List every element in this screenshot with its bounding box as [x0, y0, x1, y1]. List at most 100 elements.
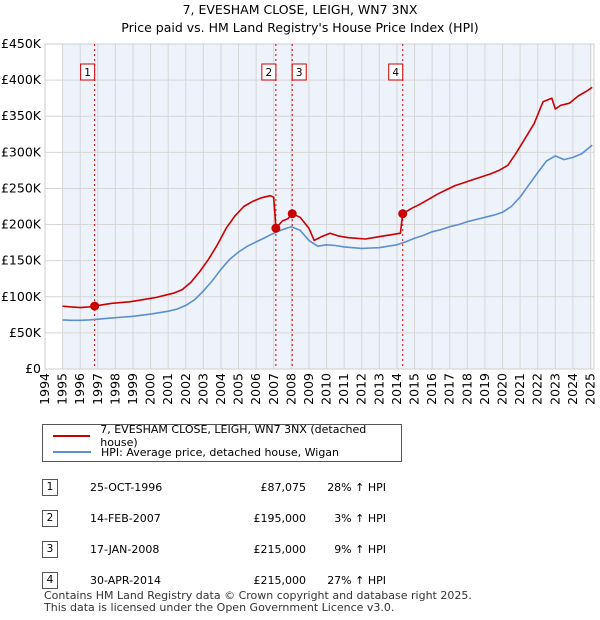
y-tick-label: £250K	[1, 180, 42, 195]
x-tick-label: 2003	[195, 373, 210, 405]
property-price-line	[62, 86, 593, 309]
sale-point	[287, 209, 297, 219]
sale-date: 30-APR-2014	[90, 574, 162, 587]
x-tick-label: 2016	[424, 373, 439, 405]
x-axis: 1994 1995 1996 1997 1998 1999 2000 2001 2002 2003…	[37, 373, 597, 405]
sale-points	[90, 209, 408, 311]
x-tick-label: 1997	[90, 373, 105, 405]
legend-label-hpi: HPI: Average price, detached house, Wiga…	[101, 445, 340, 459]
y-tick-label: £150K	[1, 253, 42, 268]
x-tick-label: 2020	[495, 373, 510, 405]
sale-price: £195,000	[253, 512, 307, 525]
x-tick-label: 2008	[283, 373, 298, 405]
y-tick-label: £400K	[1, 72, 42, 87]
sale-number-badge: 1	[42, 479, 58, 496]
sale-hpi-diff: 9% ↑ HPI	[334, 543, 386, 556]
sale-number-badge: 4	[42, 572, 58, 589]
sale-labels: 1 2 3 4	[80, 63, 404, 81]
sale-label-number: 4	[392, 67, 399, 79]
legend-swatch-property	[53, 435, 91, 437]
sale-label-number: 2	[266, 67, 273, 79]
sale-price: £215,000	[253, 574, 307, 587]
y-tick-label: £0	[25, 361, 41, 376]
sale-point	[398, 209, 408, 219]
x-tick-label: 2012	[354, 373, 369, 405]
price-chart: 7, EVESHAM CLOSE, LEIGH, WN7 3NX Price p…	[1, 2, 597, 405]
x-tick-label: 1998	[107, 373, 122, 405]
series-lines	[62, 86, 593, 322]
y-tick-label: £50K	[9, 325, 42, 340]
sale-hpi-diff: 27% ↑ HPI	[327, 574, 386, 587]
x-tick-label: 2005	[231, 373, 246, 405]
hpi-series-line	[62, 144, 593, 322]
sale-point	[90, 301, 100, 311]
legend-item-property: 7, EVESHAM CLOSE, LEIGH, WN7 3NX (detach…	[53, 423, 401, 449]
x-tick-label: 2021	[512, 373, 527, 405]
legend-swatch-hpi	[53, 451, 91, 453]
y-tick-label: £350K	[1, 108, 42, 123]
x-tick-label: 2001	[160, 373, 175, 405]
table-row: 4 30-APR-2014 £215,000 27% ↑ HPI	[42, 565, 386, 596]
x-tick-label: 1994	[37, 373, 52, 405]
x-tick-label: 2002	[178, 373, 193, 405]
table-row: 1 25-OCT-1996 £87,075 28% ↑ HPI	[42, 472, 386, 503]
data-span-shade	[62, 44, 593, 369]
table-row: 3 17-JAN-2008 £215,000 9% ↑ HPI	[42, 534, 386, 565]
sale-date: 17-JAN-2008	[90, 543, 160, 556]
shaded-region	[62, 44, 593, 369]
y-tick-label: £200K	[1, 217, 42, 232]
x-tick-label: 2019	[477, 373, 492, 405]
sale-price: £215,000	[253, 543, 307, 556]
sale-number-badge: 2	[42, 510, 58, 527]
sale-label-box	[261, 63, 277, 81]
x-tick-label: 1996	[72, 373, 87, 405]
sale-marker-lines	[94, 44, 404, 369]
sale-label-box	[291, 63, 307, 81]
sales-table: 1 25-OCT-1996 £87,075 28% ↑ HPI 2 14-FEB…	[42, 472, 386, 596]
sale-hpi-diff: 28% ↑ HPI	[327, 481, 386, 494]
x-tick-label: 2017	[442, 373, 457, 405]
sale-label-box	[80, 63, 96, 81]
footer-copyright: Contains HM Land Registry data © Crown c…	[44, 589, 472, 602]
x-tick-label: 2018	[459, 373, 474, 405]
x-tick-label: 2004	[213, 373, 228, 405]
x-tick-label: 2025	[582, 373, 597, 405]
x-tick-label: 2009	[301, 373, 316, 405]
x-tick-label: 2015	[407, 373, 422, 405]
y-tick-label: £450K	[1, 36, 42, 51]
chart-subtitle: Price paid vs. HM Land Registry's House …	[121, 20, 478, 35]
sale-label-number: 3	[296, 67, 303, 79]
sale-date: 25-OCT-1996	[90, 481, 163, 494]
legend-item-hpi: HPI: Average price, detached house, Wiga…	[53, 444, 339, 460]
x-tick-label: 1999	[125, 373, 140, 405]
y-axis: £0 £50K £100K £150K £200K £250K £300K £350K £400…	[1, 36, 42, 376]
sale-price: £87,075	[260, 481, 307, 494]
sale-number-badge: 3	[42, 541, 58, 558]
x-tick-label: 2022	[530, 373, 545, 405]
table-row: 2 14-FEB-2007 £195,000 3% ↑ HPI	[42, 503, 386, 534]
plot-frame	[44, 43, 595, 370]
grid-lines	[44, 43, 595, 370]
y-tick-label: £300K	[1, 144, 42, 159]
x-tick-label: 2007	[266, 373, 281, 405]
x-tick-label: 2024	[565, 373, 580, 405]
footer: Contains HM Land Registry data © Crown c…	[44, 590, 472, 613]
sale-label-box	[388, 63, 404, 81]
legend: 7, EVESHAM CLOSE, LEIGH, WN7 3NX (detach…	[42, 423, 402, 462]
sale-point	[271, 223, 281, 233]
sale-date: 14-FEB-2007	[90, 512, 161, 525]
x-tick-label: 2000	[143, 373, 158, 405]
y-tick-label: £100K	[1, 289, 42, 304]
chart-title: 7, EVESHAM CLOSE, LEIGH, WN7 3NX	[183, 2, 418, 17]
x-tick-label: 1995	[55, 373, 70, 405]
x-tick-label: 2006	[248, 373, 263, 405]
legend-label-property: 7, EVESHAM CLOSE, LEIGH, WN7 3NX (detach…	[100, 423, 367, 449]
sale-label-number: 1	[84, 67, 91, 79]
footer-licence: This data is licensed under the Open Gov…	[44, 600, 395, 614]
x-tick-label: 2014	[389, 373, 404, 405]
x-tick-label: 2011	[336, 373, 351, 405]
x-tick-label: 2023	[547, 373, 562, 405]
x-tick-label: 2013	[371, 373, 386, 405]
x-tick-label: 2010	[319, 373, 334, 405]
sale-hpi-diff: 3% ↑ HPI	[334, 512, 386, 525]
